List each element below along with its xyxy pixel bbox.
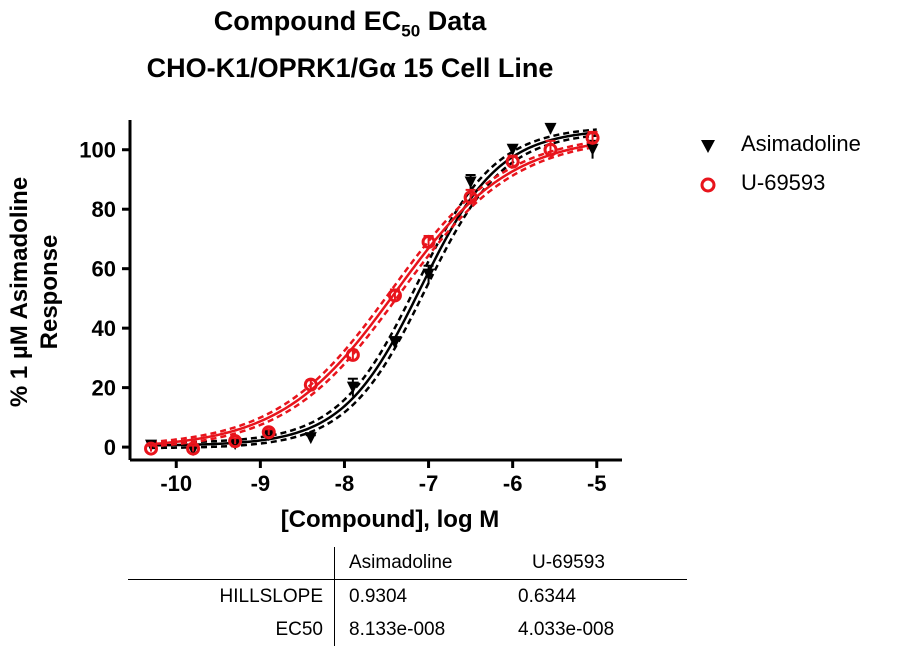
- data-point-u69593: [186, 441, 201, 456]
- data-point-u69593: [303, 377, 318, 392]
- chart-subtitle: CHO-K1/OPRK1/Gα 15 Cell Line: [146, 53, 554, 83]
- data-point-asimadoline: [506, 143, 519, 156]
- chart-title: Compound EC50 Data: [213, 6, 487, 41]
- confidence-band-upper: [150, 140, 597, 444]
- data-points: [144, 122, 600, 457]
- x-tick-label: -10: [160, 471, 192, 496]
- confidence-band-lower: [150, 145, 597, 448]
- data-point-asimadoline: [464, 176, 477, 189]
- legend-label-u69593: U-69593: [741, 170, 826, 195]
- table-cell: 4.033e-008: [518, 618, 615, 640]
- data-point-u69593: [505, 154, 520, 169]
- x-tick-label: -5: [587, 471, 607, 496]
- x-tick-label: -6: [503, 471, 523, 496]
- data-point-asimadoline: [586, 143, 599, 156]
- fit-curves: [150, 128, 597, 450]
- table-header-cell: Asimadoline: [334, 547, 518, 580]
- y-tick-label: 80: [92, 197, 116, 222]
- confidence-band-lower: [151, 134, 597, 450]
- legend-marker-asimadoline: [701, 140, 715, 153]
- data-point-asimadoline: [422, 268, 435, 281]
- data-point-u69593: [463, 190, 478, 205]
- table-header-cell: U-69593: [518, 547, 687, 580]
- axes: 0 20 40 60 80 100 -10 -9 -8 -7 -6 -5: [79, 120, 622, 496]
- y-tick-label: 0: [104, 435, 116, 460]
- y-axis-title: % 1 µM Asimadoline Response: [6, 177, 63, 407]
- y-axis-title-line1: % 1 µM Asimadoline: [6, 177, 33, 407]
- y-axis-title-line2: Response: [36, 235, 63, 350]
- y-tick-label: 20: [92, 376, 116, 401]
- legend-markers: [700, 140, 716, 193]
- results-table-header: Asimadoline U-69593: [128, 547, 687, 580]
- y-tick-label: 60: [92, 257, 116, 282]
- data-point-u69593: [585, 130, 600, 145]
- y-tick-label: 40: [92, 316, 116, 341]
- legend-marker-u69593: [700, 177, 716, 193]
- data-point-u69593: [144, 441, 159, 456]
- data-point-u69593: [543, 142, 558, 157]
- table-row: EC50 8.133e-008 4.033e-008: [128, 613, 687, 646]
- table-cell: HILLSLOPE: [219, 585, 324, 607]
- fit-curve: [151, 131, 597, 447]
- data-point-u69593: [228, 434, 243, 449]
- data-point-u69593: [387, 288, 402, 303]
- table-cell: EC50: [275, 618, 323, 640]
- table-cell: 0.6344: [518, 585, 577, 607]
- x-tick-label: -8: [335, 471, 355, 496]
- table-cell: 0.9304: [334, 579, 518, 613]
- data-point-asimadoline: [388, 337, 401, 350]
- x-tick-label: -7: [419, 471, 439, 496]
- x-axis-title: [Compound], log M: [281, 506, 500, 533]
- x-tick-label: -9: [251, 471, 271, 496]
- data-point-u69593: [421, 234, 436, 249]
- table-header-cell: [128, 547, 335, 580]
- legend-label-asimadoline: Asimadoline: [741, 131, 861, 156]
- data-point-asimadoline: [544, 122, 557, 135]
- data-point-asimadoline: [346, 381, 359, 394]
- data-point-u69593: [345, 347, 360, 362]
- results-table: Asimadoline U-69593 HILLSLOPE 0.9304 0.6…: [128, 547, 687, 646]
- confidence-band-upper: [151, 128, 597, 444]
- table-cell: 8.133e-008: [334, 613, 518, 646]
- fit-curve: [150, 142, 597, 446]
- data-point-asimadoline: [304, 432, 317, 445]
- y-tick-label: 100: [79, 138, 116, 163]
- data-point-u69593: [261, 425, 276, 440]
- table-row: HILLSLOPE 0.9304 0.6344: [128, 579, 687, 613]
